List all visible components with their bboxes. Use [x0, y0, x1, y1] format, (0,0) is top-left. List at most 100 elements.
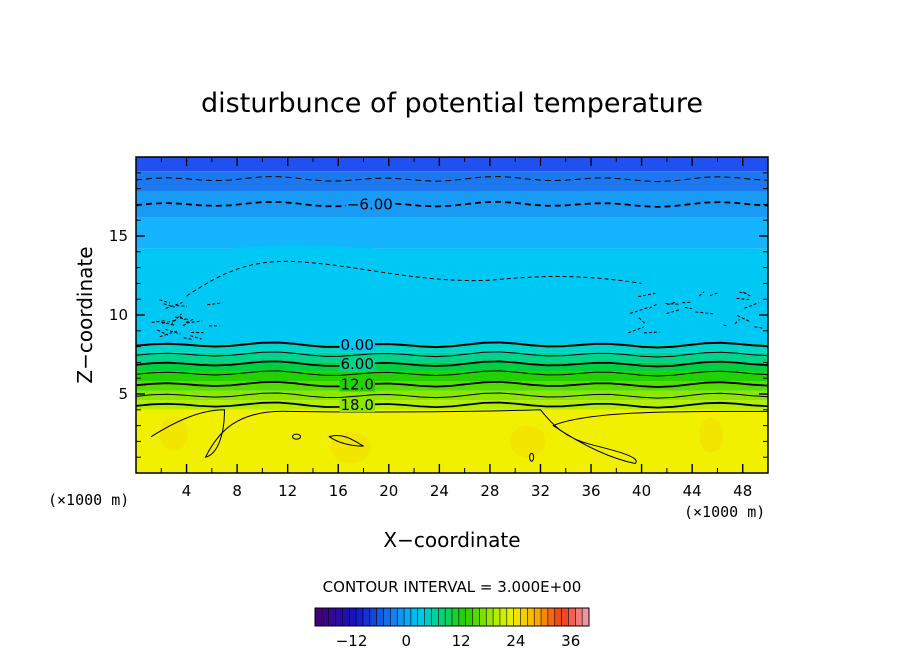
color-band — [136, 409, 768, 473]
contour-label-backing — [339, 398, 375, 413]
x-units-right: (×1000 m) — [684, 503, 765, 521]
colorbar-segment — [342, 608, 350, 626]
x-tick-label: 20 — [379, 482, 398, 500]
colorbar-segment — [390, 608, 398, 626]
contour-fragment — [736, 297, 751, 301]
contour-fragment — [162, 319, 177, 324]
contour-loop — [292, 433, 302, 440]
colorbar-segment — [513, 608, 521, 626]
plot-area — [136, 157, 768, 473]
contour-fragment — [163, 303, 175, 308]
color-band — [136, 371, 768, 382]
colorbar-tick-label: −12 — [336, 632, 368, 650]
contour-loop — [529, 452, 535, 462]
contour-fragment — [684, 306, 692, 310]
contour-fragment — [666, 309, 681, 315]
colorbar-segment — [582, 608, 590, 626]
colorbar-segment — [383, 608, 391, 626]
contour-line — [135, 351, 769, 358]
contour-line — [135, 360, 769, 368]
colorbar-segment — [335, 608, 343, 626]
x-tick-label: 28 — [480, 482, 499, 500]
color-region — [136, 244, 768, 344]
colorbar-segment — [452, 608, 460, 626]
contour-label-backing — [345, 197, 394, 212]
colorbar-tick-label: 0 — [402, 632, 412, 650]
contour-fragment — [151, 320, 166, 323]
colorbar-segment — [472, 608, 480, 626]
colorbar-tick-label: 12 — [452, 632, 471, 650]
contour-fragment — [643, 331, 660, 334]
colorbar-segment — [541, 608, 549, 626]
contour-fragment — [739, 291, 747, 294]
contour-fragment — [165, 302, 183, 309]
contour-line — [135, 341, 769, 349]
contour-fragment — [723, 324, 729, 328]
colorbar — [314, 607, 590, 627]
contour-label: 18.0 — [340, 396, 373, 414]
colorbar-segment — [479, 608, 487, 626]
color-patch — [159, 416, 188, 451]
x-units-left: (×1000 m) — [48, 491, 129, 509]
contour-line — [186, 260, 642, 297]
x-tick-label: 32 — [531, 482, 550, 500]
colorbar-segment — [499, 608, 508, 626]
contour-fragment — [179, 316, 186, 321]
colorbar-segment — [431, 608, 439, 626]
contour-fragment — [185, 318, 195, 323]
colorbar-segment — [321, 608, 330, 626]
x-tick-label: 48 — [733, 482, 752, 500]
contour-label-backing — [339, 356, 375, 371]
contour-fragment — [754, 326, 764, 329]
x-tick-label: 8 — [232, 482, 242, 500]
chart-title: disturbunce of potential temperature — [201, 88, 703, 119]
colorbar-segment — [328, 608, 336, 626]
contour-label: 6.00 — [340, 355, 373, 373]
color-band — [136, 171, 768, 192]
contour-fragment — [682, 301, 691, 304]
contour-fragment — [207, 302, 223, 306]
contour-fragment — [698, 291, 705, 297]
contour-fragment — [176, 305, 188, 307]
contour-fragment — [156, 329, 169, 336]
colorbar-segment — [520, 608, 528, 626]
y-tick-label: 10 — [109, 306, 128, 324]
colorbar-segment — [397, 608, 405, 626]
colorbar-tick-label: 36 — [561, 632, 580, 650]
contour-label: −6.00 — [347, 195, 393, 213]
colorbar-segment — [417, 608, 425, 626]
contour-label-backing — [339, 338, 375, 353]
contour-fragment — [159, 330, 178, 338]
contour-fragment — [737, 315, 750, 322]
contour-fragment — [630, 307, 648, 314]
contour-fragment — [695, 311, 714, 315]
colorbar-tick-label: 24 — [506, 632, 525, 650]
colorbar-segment — [438, 608, 446, 626]
colorbar-segment — [410, 608, 419, 626]
contour-fragment — [734, 319, 740, 325]
colorbar-segment — [575, 608, 583, 626]
y-tick-label: 15 — [109, 227, 128, 245]
contour-line — [135, 380, 769, 388]
contour-fragment — [665, 303, 681, 305]
contour-line — [150, 409, 769, 465]
colorbar-ticks: −12 0 12 24 36 — [336, 632, 581, 650]
contour-fragment — [709, 292, 718, 297]
contour-fragment — [649, 302, 659, 309]
colorbar-segment — [506, 608, 515, 626]
contour-line — [135, 401, 769, 409]
colorbar-segment — [534, 608, 542, 626]
contour-interval: CONTOUR INTERVAL = 3.000E+00 — [323, 578, 582, 596]
colorbar-segment — [486, 608, 494, 626]
contour-label: 12.0 — [340, 376, 373, 394]
contour-fragment — [638, 317, 646, 325]
contour-fragment — [638, 292, 656, 298]
contour-label: 0.00 — [340, 336, 373, 354]
contour-fragment — [183, 337, 193, 340]
colorbar-segment — [349, 608, 357, 626]
contours — [135, 175, 769, 465]
contour-line — [135, 392, 769, 399]
contour-fragment — [159, 299, 171, 304]
colorbar-segment — [376, 608, 384, 626]
